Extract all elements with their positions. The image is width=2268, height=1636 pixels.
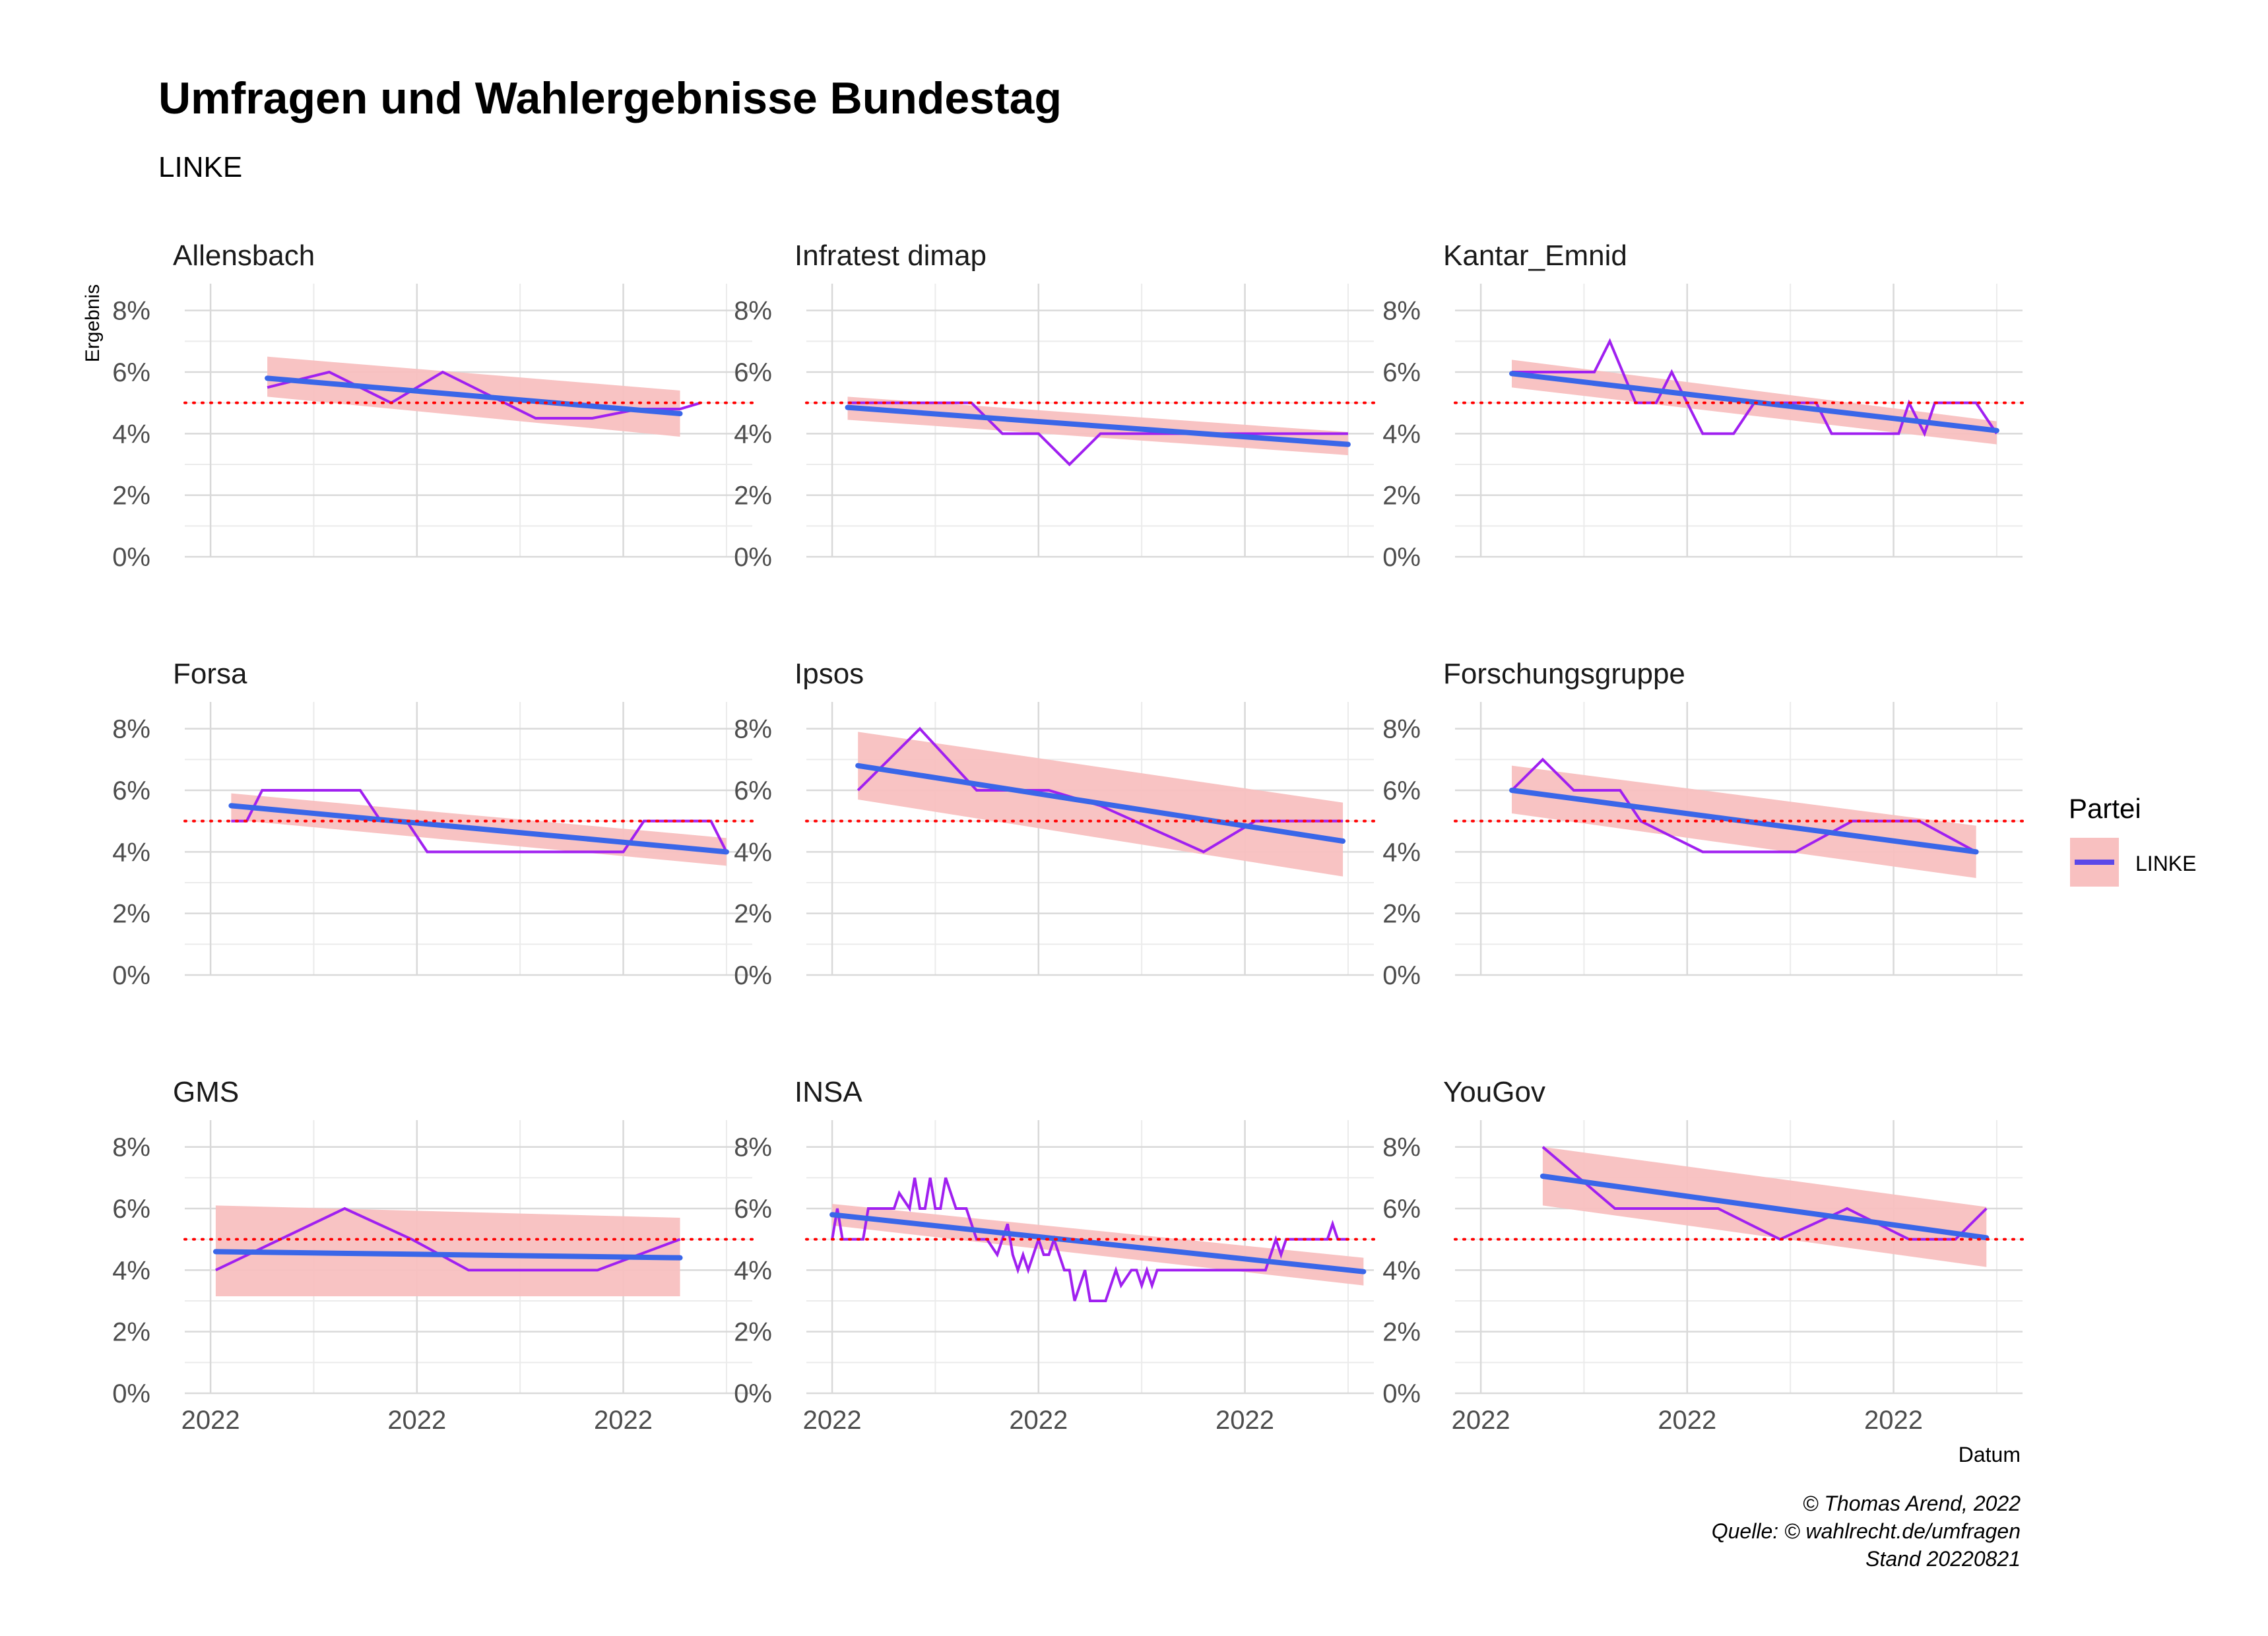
y-tick-label: 2%	[734, 482, 772, 511]
x-tick-label: 2022	[1658, 1406, 1716, 1435]
facet-title: YouGov	[1443, 1076, 1545, 1108]
facet-title: Ipsos	[794, 658, 864, 690]
facet-panel: YouGov 0% 2% 4% 6% 8% 2022 2022 2022	[1382, 1076, 2024, 1435]
y-tick-label: 2%	[734, 1318, 772, 1347]
legend-key	[2070, 838, 2119, 887]
y-tick-label: 2%	[112, 900, 150, 929]
y-tick-label: 6%	[112, 776, 150, 805]
trend-line	[212, 1249, 683, 1261]
y-tick-label: 0%	[1382, 1379, 1421, 1408]
facet-title: INSA	[794, 1076, 862, 1108]
facet-panel: INSA 0% 2% 4% 6% 8% 2022 2022 2022	[734, 1076, 1375, 1435]
caption: © Thomas Arend, 2022 Quelle: © wahlrecht…	[1712, 1492, 2021, 1571]
facet-title: Allensbach	[173, 239, 315, 272]
caption-line: Quelle: © wahlrecht.de/umfragen	[1712, 1519, 2021, 1543]
x-tick-label: 2022	[594, 1406, 653, 1435]
trend-line	[265, 375, 683, 416]
y-tick-label: 4%	[734, 838, 772, 867]
legend-title: Partei	[2069, 793, 2141, 824]
x-axis-label: Datum	[1959, 1443, 2021, 1466]
facet-panel: Kantar_Emnid 0% 2% 4% 6% 8%	[1382, 239, 2024, 572]
caption-line: Stand 20220821	[1865, 1547, 2021, 1571]
y-tick-label: 6%	[112, 1195, 150, 1224]
trend-line	[829, 1212, 1367, 1274]
chart-title: Umfragen und Wahlergebnisse Bundestag	[158, 73, 1062, 123]
y-tick-label: 6%	[734, 358, 772, 387]
caption-line: © Thomas Arend, 2022	[1803, 1492, 2021, 1515]
x-tick-label: 2022	[1009, 1406, 1068, 1435]
facet-panel: GMS 0% 2% 4% 6% 8% 2022 2022 2022	[112, 1076, 754, 1435]
facet-title: Infratest dimap	[794, 239, 987, 272]
y-tick-label: 6%	[734, 776, 772, 805]
y-tick-label: 4%	[1382, 420, 1421, 449]
y-tick-label: 2%	[112, 1318, 150, 1347]
facet-panel: Forsa 0% 2% 4% 6% 8%	[112, 658, 754, 990]
x-tick-label: 2022	[181, 1406, 240, 1435]
trend-line	[845, 404, 1351, 447]
y-tick-label: 4%	[1382, 838, 1421, 867]
y-tick-label: 8%	[1382, 297, 1421, 326]
x-tick-label: 2022	[803, 1406, 862, 1435]
y-tick-label: 6%	[1382, 776, 1421, 805]
y-tick-label: 4%	[734, 420, 772, 449]
x-tick-label: 2022	[1864, 1406, 1923, 1435]
y-tick-label: 4%	[112, 838, 150, 867]
facet-title: Forschungsgruppe	[1443, 658, 1685, 690]
legend-label: LINKE	[2135, 852, 2196, 875]
y-tick-label: 0%	[112, 1379, 150, 1408]
y-tick-label: 0%	[734, 543, 772, 572]
y-tick-label: 0%	[734, 1379, 772, 1408]
trend-line	[1539, 1174, 1990, 1241]
facet-panel: Forschungsgruppe 0% 2% 4% 6% 8%	[1382, 658, 2024, 990]
facet-panel: Ipsos 0% 2% 4% 6% 8%	[734, 658, 1375, 990]
y-tick-label: 4%	[112, 420, 150, 449]
y-tick-label: 0%	[734, 961, 772, 990]
y-tick-label: 2%	[1382, 1318, 1421, 1347]
y-tick-label: 8%	[1382, 1133, 1421, 1162]
y-tick-label: 0%	[112, 543, 150, 572]
x-tick-label: 2022	[1215, 1406, 1274, 1435]
y-tick-label: 2%	[1382, 482, 1421, 511]
y-tick-label: 2%	[1382, 900, 1421, 929]
y-tick-label: 0%	[1382, 961, 1421, 990]
y-tick-label: 8%	[734, 1133, 772, 1162]
y-tick-label: 4%	[1382, 1256, 1421, 1285]
y-tick-label: 4%	[112, 1256, 150, 1285]
facet-panel: Infratest dimap 0% 2% 4% 6% 8%	[734, 239, 1375, 572]
facet-title: Kantar_Emnid	[1443, 239, 1627, 272]
y-tick-label: 6%	[112, 358, 150, 387]
y-tick-label: 8%	[734, 715, 772, 744]
y-tick-label: 8%	[112, 1133, 150, 1162]
x-tick-label: 2022	[1452, 1406, 1510, 1435]
y-tick-label: 0%	[112, 961, 150, 990]
panels-group: Allensbach 0% 2% 4% 6% 8% Infratest dimap 0% 2% 4…	[112, 239, 2024, 1435]
y-tick-label: 0%	[1382, 543, 1421, 572]
trend-line	[1509, 788, 1979, 855]
y-tick-label: 6%	[1382, 358, 1421, 387]
facet-panel: Allensbach 0% 2% 4% 6% 8%	[112, 239, 754, 572]
y-tick-label: 4%	[734, 1256, 772, 1285]
facet-title: GMS	[173, 1076, 239, 1108]
y-tick-label: 8%	[112, 297, 150, 326]
facet-title: Forsa	[173, 658, 247, 690]
y-tick-label: 8%	[734, 297, 772, 326]
trend-line	[855, 763, 1346, 844]
chart-subtitle: LINKE	[158, 151, 242, 183]
poll-series-line	[831, 1177, 1348, 1302]
y-tick-label: 6%	[734, 1195, 772, 1224]
y-tick-label: 2%	[112, 482, 150, 511]
y-tick-label: 8%	[1382, 715, 1421, 744]
trend-line	[228, 803, 729, 855]
x-tick-label: 2022	[387, 1406, 446, 1435]
legend: Partei LINKE	[2069, 793, 2196, 887]
y-tick-label: 8%	[112, 715, 150, 744]
y-tick-label: 6%	[1382, 1195, 1421, 1224]
y-tick-label: 2%	[734, 900, 772, 929]
y-axis-label: Ergebnis	[82, 284, 104, 362]
confidence-band	[215, 1205, 680, 1296]
